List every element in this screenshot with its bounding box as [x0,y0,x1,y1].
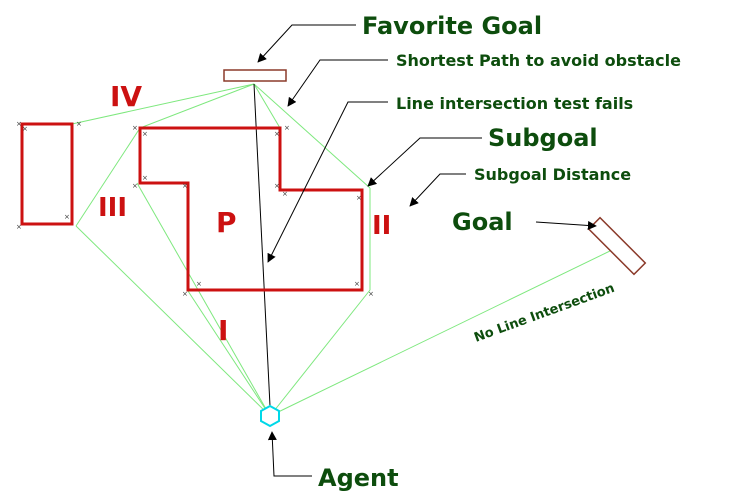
direct-line-agent-to-favorite-goal [253,83,271,407]
svg-text:×: × [368,290,374,298]
region-label-iv: IV [110,80,142,113]
svg-text:×: × [22,125,28,133]
svg-text:×: × [356,194,362,202]
svg-text:×: × [76,120,82,128]
edge-p-left-to-agent [136,182,271,417]
svg-text:×: × [182,182,188,190]
agent-label: Agent [318,464,399,492]
edge-fav-to-subgoal [253,83,371,189]
region-label-p: P [216,206,237,239]
agent-arrow [267,431,312,477]
favorite-goal-arrow [257,24,356,63]
shortest-path-label: Shortest Path to avoid obstacle [396,51,681,70]
goal-bar-icon [587,216,647,276]
svg-text:×: × [142,130,148,138]
svg-text:×: × [274,182,280,190]
svg-text:×: × [182,290,188,298]
edge-left-rect-to-p [75,127,141,227]
svg-text:×: × [284,124,290,132]
obstacle-p-shape [138,126,364,292]
svg-text:×: × [64,213,70,221]
svg-text:×: × [16,223,22,231]
hexagon-agent-icon [260,404,280,428]
region-label-ii: II [372,211,391,241]
subgoal-arrow [367,137,482,187]
favorite-goal-bar-icon [223,69,287,82]
goal-arrow [535,220,597,230]
region-label-iii: III [98,193,127,223]
edge-left-rect-to-agent [75,225,271,417]
annotation-arrows [257,24,597,477]
line-intersection-label: Line intersection test fails [396,94,633,113]
subgoal-distance-arrow [409,173,466,207]
svg-text:×: × [142,174,148,182]
svg-text:×: × [354,280,360,288]
no-line-intersection-label: No Line Intersection [472,281,617,346]
svg-text:×: × [132,182,138,190]
shortest-path-arrow [287,59,388,107]
vertex-markers: × × × × × × × × × × × × × × × × × × × [16,120,374,298]
svg-text:×: × [196,280,202,288]
svg-text:×: × [274,130,280,138]
svg-text:×: × [282,190,288,198]
svg-text:×: × [132,124,138,132]
edge-fav-to-p-topright [253,83,281,129]
svg-text:×: × [16,120,22,128]
visibility-edges [71,83,613,417]
edge-fav-to-p-topleft [139,83,255,129]
goal-label: Goal [452,208,513,236]
edge-p-bottomright-to-agent [269,289,371,417]
edge-p-bottomleft-to-agent [187,290,271,417]
region-label-i: I [218,314,228,347]
edge-fav-to-left-rect [71,83,255,125]
edge-goal-to-agent [269,249,613,417]
favorite-goal-label: Favorite Goal [362,12,542,40]
subgoal-distance-label: Subgoal Distance [474,165,631,184]
obstacle-left-rectangle [20,122,74,226]
line-intersection-arrow [267,101,388,263]
subgoal-label: Subgoal [488,124,598,152]
